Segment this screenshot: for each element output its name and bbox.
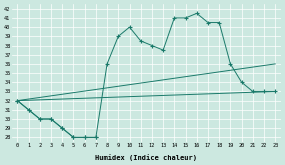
X-axis label: Humidex (Indice chaleur): Humidex (Indice chaleur): [95, 154, 197, 161]
